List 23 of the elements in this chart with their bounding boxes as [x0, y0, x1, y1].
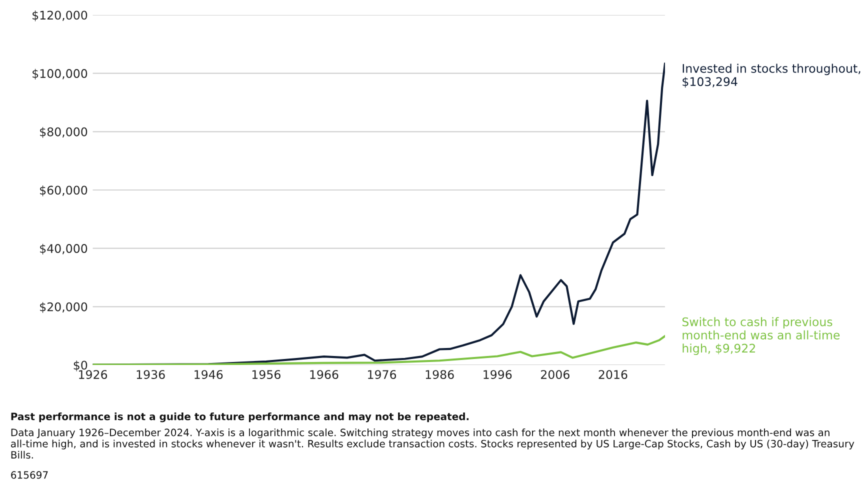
y-tick-label: $40,000	[40, 244, 88, 255]
x-tick-label: 1966	[310, 370, 338, 379]
line-series	[92, 335, 665, 365]
x-tick-label: 1956	[252, 370, 280, 379]
x-tick-label: 1996	[484, 370, 512, 379]
x-tick-label: 1936	[136, 370, 165, 379]
y-tick-label: $100,000	[32, 68, 88, 80]
text: Data January 1926–December 2024. Y-axis is a logarithmic scale. Switching strategy moves into cash for the next month whenever the previous month-end was an all-time high, and is invested in stocks whenever it wasn't. Results exclude transaction costs. Stocks represented by US Large-Cap Stocks, Cash by US (30-day) Treasury Bills.	[11, 428, 854, 459]
y-tick-label: $0	[74, 360, 88, 372]
x-tick-label: 1926	[79, 370, 108, 379]
y-tick-label: $120,000	[32, 10, 88, 22]
x-tick-label: 1976	[368, 370, 396, 379]
y-tick-label: $80,000	[40, 127, 88, 138]
x-tick-label: 1946	[194, 370, 223, 379]
x-tick-label: 2006	[541, 370, 570, 379]
text: Past performance is not a guide to future performance and may not be repeated.	[11, 412, 469, 422]
y-tick-label: $60,000	[40, 186, 88, 196]
x-tick-label: 2016	[598, 370, 628, 379]
x-tick-label: 1986	[426, 370, 454, 379]
text: 615697	[11, 471, 48, 479]
series-label: Switch to cash if previous month-end was an all-time high, $9,922	[682, 317, 840, 355]
y-tick-label: $20,000	[40, 302, 88, 313]
series-label: Invested in stocks throughout, $103,294	[682, 64, 860, 88]
